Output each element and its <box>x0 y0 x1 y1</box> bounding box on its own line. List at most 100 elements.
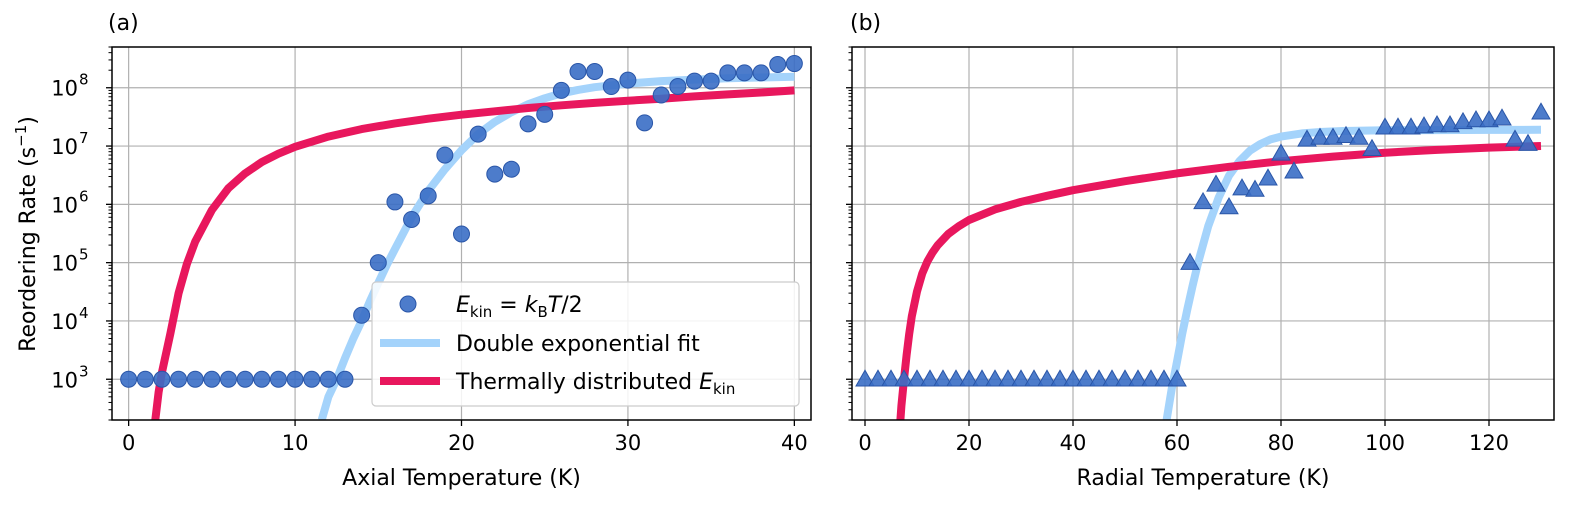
legend-t: T <box>548 293 563 318</box>
data-point <box>1531 102 1551 120</box>
data-point <box>1063 369 1083 387</box>
data-point <box>1258 168 1278 186</box>
data-point <box>959 369 979 387</box>
x-tick-label: 0 <box>122 431 135 455</box>
data-point <box>502 160 520 178</box>
legend-thermal-kin: kin <box>713 380 735 398</box>
data-point <box>120 370 138 388</box>
data-point <box>586 62 604 80</box>
data-point <box>1011 369 1031 387</box>
data-point <box>636 114 654 132</box>
legend-thermal-main: Thermally distributed <box>455 370 699 395</box>
data-point <box>336 370 354 388</box>
x-tick-label: 40 <box>1060 431 1087 455</box>
legend-box <box>371 281 800 407</box>
y-tick-exponent: 8 <box>79 71 89 89</box>
data-point <box>1466 109 1486 128</box>
panel-b-x-ticks: 0 20 40 60 80 100 120 <box>858 420 1509 455</box>
data-point <box>920 369 940 387</box>
data-point <box>881 369 901 387</box>
x-tick-label: 20 <box>956 431 983 455</box>
legend-e: E <box>456 293 470 318</box>
data-point <box>619 71 637 89</box>
x-tick-label: 80 <box>1268 431 1295 455</box>
data-point <box>1427 114 1447 133</box>
data-point <box>998 369 1018 387</box>
data-point <box>1206 174 1226 192</box>
data-point <box>1232 178 1252 196</box>
data-point <box>1453 111 1473 130</box>
data-point <box>1245 179 1265 197</box>
panel-b-markers <box>855 102 1551 387</box>
data-point <box>769 56 787 74</box>
y-tick-exponent: 4 <box>79 304 89 322</box>
data-point <box>752 64 770 82</box>
data-point <box>1089 369 1109 387</box>
fit-curve <box>1162 125 1542 420</box>
data-point <box>1180 252 1200 270</box>
data-point <box>319 370 337 388</box>
data-point <box>1076 369 1096 387</box>
data-point <box>186 370 204 388</box>
data-point <box>652 86 670 104</box>
data-point <box>1284 161 1304 179</box>
data-point <box>519 115 537 133</box>
y-axis-label-main: Reordering Rate (s <box>16 147 41 352</box>
legend-kin: kin <box>470 303 492 321</box>
panel-a-label: (a) <box>108 11 139 36</box>
data-point <box>855 369 875 387</box>
y-tick-exponent: 5 <box>79 246 89 264</box>
data-point <box>933 369 953 387</box>
y-axis-label-close: ) <box>16 116 41 125</box>
data-point <box>1505 129 1525 147</box>
y-tick-label: 10 <box>51 252 78 276</box>
data-point <box>1310 127 1330 145</box>
data-point <box>203 370 221 388</box>
panel-b-plot-area <box>855 102 1551 420</box>
data-point <box>702 72 720 90</box>
thermal-curve <box>896 142 1542 420</box>
data-point <box>552 81 570 99</box>
y-axis-label-exponent: −1 <box>12 125 30 147</box>
data-point <box>1037 369 1057 387</box>
y-tick-exponent: 7 <box>79 129 89 147</box>
x-tick-label: 120 <box>1469 431 1509 455</box>
data-point <box>1362 138 1382 156</box>
data-point <box>719 64 737 82</box>
data-point <box>453 225 470 243</box>
x-tick-label: 0 <box>858 431 871 455</box>
data-point <box>686 72 703 90</box>
data-point <box>1297 129 1317 147</box>
data-point <box>1518 133 1538 151</box>
data-point <box>353 306 371 324</box>
legend-label-thermal: Thermally distributed Ekin <box>455 370 735 398</box>
panel-b-lines <box>896 125 1542 420</box>
data-point <box>602 78 620 96</box>
legend-eq: = <box>492 293 524 318</box>
data-point <box>253 370 271 388</box>
legend-b: B <box>537 303 547 321</box>
data-point <box>369 254 387 272</box>
data-point <box>136 370 154 388</box>
legend: Ekin = kBT/2 Double exponential fit Ther… <box>371 281 800 407</box>
legend-k: k <box>525 293 539 318</box>
y-tick-label: 10 <box>51 77 78 101</box>
panel-a-x-axis-label: Axial Temperature (K) <box>342 466 581 491</box>
panel-a-plot-area <box>120 55 803 420</box>
data-point <box>735 64 753 82</box>
data-point <box>1401 117 1421 135</box>
y-tick-label: 10 <box>51 368 78 392</box>
data-point <box>286 370 304 388</box>
data-point <box>220 370 237 388</box>
data-point <box>386 193 404 211</box>
panel-a-lines <box>151 72 795 420</box>
data-point <box>1128 369 1148 387</box>
panel-b-grid <box>852 47 1554 420</box>
data-point <box>669 78 687 96</box>
data-point <box>1141 369 1161 387</box>
data-point <box>303 370 321 388</box>
x-tick-label: 40 <box>781 431 808 455</box>
data-point <box>1388 117 1408 135</box>
